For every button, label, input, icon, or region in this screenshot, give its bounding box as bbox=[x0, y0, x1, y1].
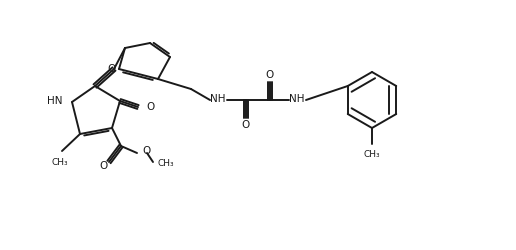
Text: O: O bbox=[266, 70, 274, 80]
Text: O: O bbox=[107, 64, 115, 74]
Text: CH₃: CH₃ bbox=[364, 150, 380, 159]
Text: CH₃: CH₃ bbox=[157, 160, 173, 168]
Text: NH: NH bbox=[289, 94, 305, 104]
Text: O: O bbox=[242, 120, 250, 130]
Text: O: O bbox=[142, 146, 150, 156]
Text: NH: NH bbox=[210, 94, 226, 104]
Text: O: O bbox=[146, 102, 154, 112]
Text: HN: HN bbox=[47, 96, 63, 106]
Text: O: O bbox=[100, 161, 108, 171]
Text: CH₃: CH₃ bbox=[52, 158, 68, 167]
